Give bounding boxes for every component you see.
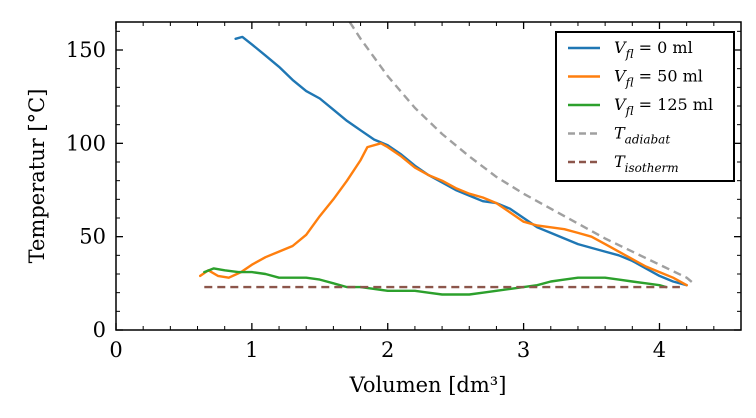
y-axis-label: Temperatur [°C]	[25, 89, 49, 264]
series-line-3	[348, 22, 695, 285]
x-tick-label: 3	[517, 338, 530, 362]
series-line-2	[203, 267, 668, 296]
y-tick-label: 50	[79, 225, 106, 249]
axis-ticks: 0 1 2 3 4 0 50 100 150	[66, 22, 741, 362]
y-tick-label: 100	[66, 131, 106, 155]
legend-label-3: Tadiabat	[614, 124, 670, 147]
legend-label-4: Tisotherm	[614, 152, 679, 175]
x-tick-label: 2	[381, 338, 394, 362]
x-tick-label: 4	[653, 338, 666, 362]
series-line-1	[199, 142, 688, 287]
x-axis-label: Volumen [dm³]	[349, 373, 507, 397]
legend-label-2: Vfl = 125 ml	[614, 95, 713, 118]
x-tick-label: 0	[109, 338, 122, 362]
y-tick-label: 150	[66, 38, 106, 62]
legend-label-1: Vfl = 50 ml	[614, 67, 703, 90]
plot-lines	[199, 22, 695, 296]
series-line-0	[234, 35, 688, 287]
plot-frame	[115, 21, 742, 331]
y-tick-label: 0	[93, 318, 106, 342]
legend-label-0: Vfl = 0 ml	[614, 38, 693, 61]
legend: Vfl = 0 ml Vfl = 50 ml Vfl = 125 ml Tadiaba…	[555, 31, 735, 182]
x-tick-label: 1	[245, 338, 258, 362]
legend-box	[555, 31, 735, 182]
